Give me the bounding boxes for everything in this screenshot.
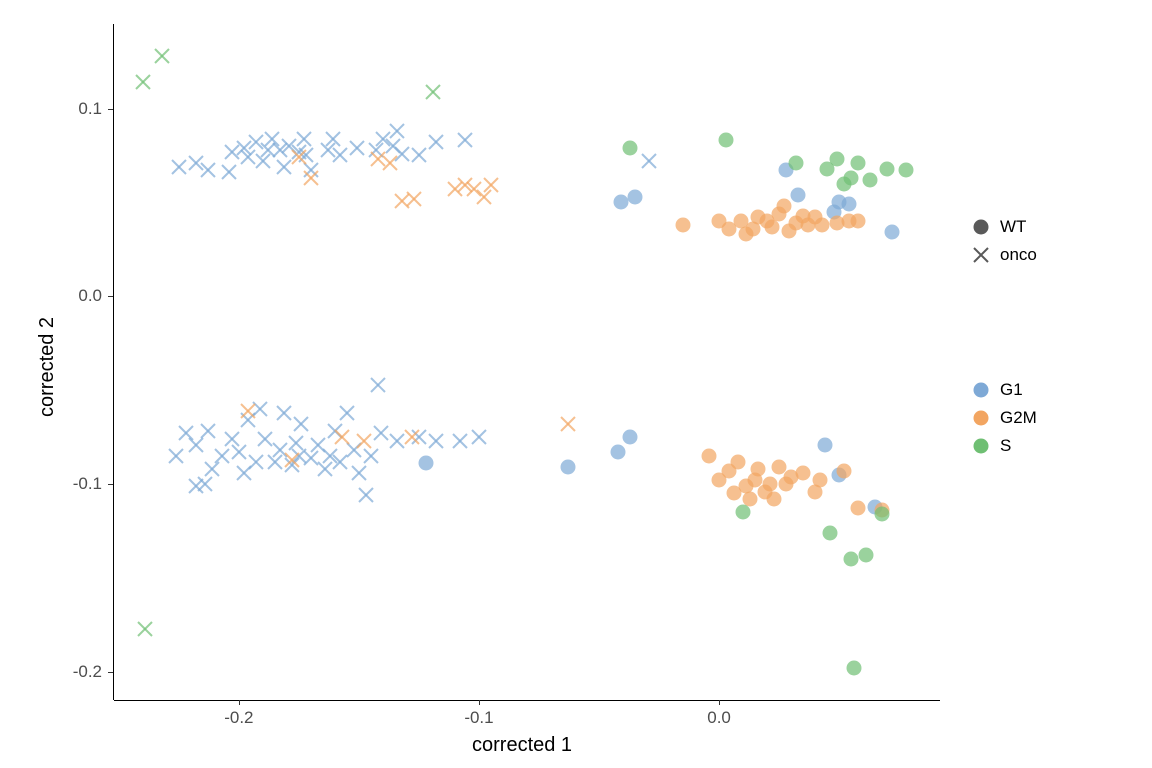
legend-label: S: [1000, 436, 1011, 456]
legend-shape-item: WT: [968, 213, 1037, 241]
y-tick: [108, 484, 113, 485]
legend-color: G1 G2M S: [968, 376, 1037, 460]
x-tick: [239, 700, 240, 705]
circle-marker: [971, 217, 991, 237]
x-tick-label: -0.2: [219, 708, 259, 728]
y-tick-label: 0.0: [54, 286, 102, 306]
legend-shape-item: onco: [968, 241, 1037, 269]
y-tick: [108, 296, 113, 297]
circle-icon: [968, 214, 994, 240]
circle-icon: [968, 433, 994, 459]
circle-marker: [971, 408, 991, 428]
legend-color-item: S: [968, 432, 1037, 460]
x-tick-label: -0.1: [459, 708, 499, 728]
plot-area: [114, 24, 940, 700]
legend-label: G2M: [1000, 408, 1037, 428]
y-tick-label: 0.1: [54, 99, 102, 119]
legend-shape: WT onco: [968, 213, 1037, 269]
x-axis-title: corrected 1: [472, 734, 572, 757]
cross-icon: [968, 242, 994, 268]
circle-icon: [968, 377, 994, 403]
cross-marker: [971, 245, 991, 265]
x-tick: [719, 700, 720, 705]
chart-container: { "chart": { "type": "scatter", "backgro…: [0, 0, 1152, 768]
y-tick: [108, 109, 113, 110]
y-tick: [108, 672, 113, 673]
legend-label: WT: [1000, 217, 1026, 237]
circle-marker: [971, 436, 991, 456]
circle-icon: [968, 405, 994, 431]
y-axis-title: corrected 2: [36, 317, 59, 417]
legend-color-item: G2M: [968, 404, 1037, 432]
y-tick-label: -0.1: [54, 474, 102, 494]
y-axis-line: [113, 24, 114, 700]
circle-marker: [971, 380, 991, 400]
x-tick: [479, 700, 480, 705]
x-tick-label: 0.0: [699, 708, 739, 728]
legend-color-item: G1: [968, 376, 1037, 404]
y-tick-label: -0.2: [54, 662, 102, 682]
legend-label: G1: [1000, 380, 1023, 400]
legend-label: onco: [1000, 245, 1037, 265]
